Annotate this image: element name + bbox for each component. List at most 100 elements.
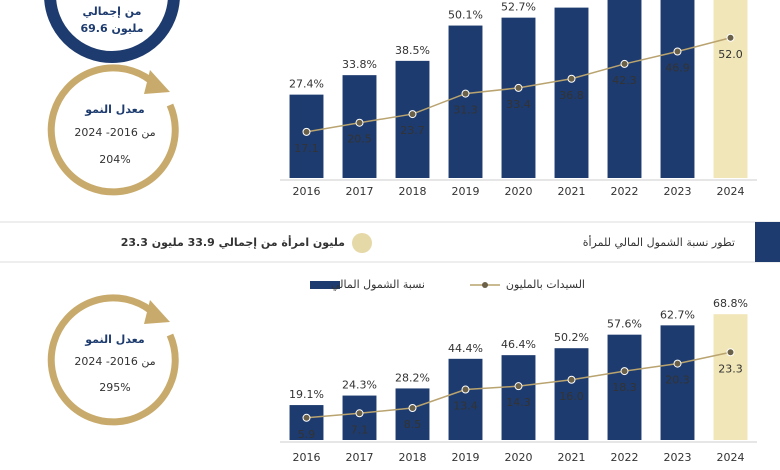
x-tick-label: 2017	[346, 451, 374, 464]
x-tick-label: 2018	[399, 185, 427, 198]
point	[673, 47, 682, 56]
point-label: 33.4	[506, 98, 531, 111]
bar	[660, 325, 695, 440]
bar-label: 27.4%	[289, 78, 324, 91]
x-tick-label: 2023	[664, 185, 692, 198]
point	[302, 127, 311, 136]
bar	[607, 0, 642, 178]
bar	[554, 7, 589, 178]
bar	[342, 395, 377, 440]
growth-value: 295%	[99, 381, 130, 394]
bar-label: 33.8%	[342, 58, 377, 71]
point	[673, 359, 682, 368]
growth-period: من 2016- 2024	[74, 126, 155, 139]
point	[726, 33, 735, 42]
x-tick-label: 2021	[558, 451, 586, 464]
x-tick-label: 2024	[717, 185, 745, 198]
point-label: 20.5	[347, 133, 372, 146]
x-tick-label: 2020	[505, 185, 533, 198]
x-tick-label: 2018	[399, 451, 427, 464]
x-tick-label: 2020	[505, 451, 533, 464]
x-tick-label: 2016	[293, 185, 321, 198]
point	[461, 385, 470, 394]
bar	[501, 17, 536, 179]
growth-ring	[47, 64, 179, 196]
bar	[501, 355, 536, 440]
point	[302, 413, 311, 422]
bar-label: 46.4%	[501, 338, 536, 351]
bar-label: 68.8%	[713, 297, 748, 310]
bar-label: 50.1%	[448, 9, 483, 22]
growth-title: معدل النمو	[84, 333, 144, 346]
header-block	[755, 222, 780, 262]
point-label: 31.3	[453, 104, 478, 117]
x-tick-label: 2023	[664, 451, 692, 464]
point-label: 16.0	[559, 390, 584, 403]
point-label: 46.9	[665, 62, 690, 75]
bar-label: 28.2%	[395, 371, 430, 384]
point-label: 5.9	[298, 428, 316, 441]
bar	[607, 334, 642, 440]
growth-title: معدل النمو	[84, 103, 144, 116]
bar	[713, 314, 748, 440]
bar-label: 50.2%	[554, 331, 589, 344]
point	[567, 375, 576, 384]
x-tick-label: 2022	[611, 451, 639, 464]
point	[620, 59, 629, 68]
x-tick-label: 2016	[293, 451, 321, 464]
total-line1: من إجمالي	[82, 5, 141, 18]
total-line2: 69.6 مليون	[80, 22, 143, 35]
bar-label: 52.7%	[501, 1, 536, 14]
x-tick-label: 2024	[717, 451, 745, 464]
bar-label: 62.7%	[660, 308, 695, 321]
point-label: 7.1	[351, 423, 369, 436]
bar	[713, 0, 748, 178]
bar	[395, 60, 430, 178]
bar	[448, 358, 483, 440]
point-label: 17.1	[294, 142, 319, 155]
bar-label: 57.6%	[607, 318, 642, 331]
legend-label: نسبة الشمول المالي	[331, 278, 425, 291]
section-subtitle: 23.3 مليون امرأة من إجمالي 33.9 مليون	[121, 235, 345, 249]
bar-label: 19.1%	[289, 388, 324, 401]
x-tick-label: 2019	[452, 451, 480, 464]
point	[355, 118, 364, 127]
legend-swatch	[310, 281, 340, 289]
bar	[554, 348, 589, 440]
bar	[660, 0, 695, 179]
woman-icon	[352, 233, 372, 253]
point-label: 42.3	[612, 74, 637, 87]
legend-swatch	[482, 282, 488, 288]
legend-label: السيدات بالمليون	[506, 278, 585, 291]
bar	[289, 94, 324, 178]
section-title: تطور نسبة الشمول المالي للمرأة	[583, 235, 735, 249]
growth-arrow	[144, 300, 170, 324]
point	[514, 382, 523, 391]
point	[726, 348, 735, 357]
x-tick-label: 2017	[346, 185, 374, 198]
x-tick-label: 2022	[611, 185, 639, 198]
total-ring	[44, 0, 180, 63]
point	[408, 404, 417, 412]
point	[620, 367, 629, 376]
growth-arrow	[144, 70, 170, 94]
point-label: 8.5	[404, 418, 422, 431]
x-tick-label: 2021	[558, 185, 586, 198]
point	[355, 409, 364, 418]
point-label: 52.0	[718, 48, 743, 61]
point	[567, 74, 576, 83]
point	[461, 89, 470, 98]
point	[408, 110, 417, 119]
point-label: 20.3	[665, 374, 690, 387]
x-tick-label: 2019	[452, 185, 480, 198]
point	[514, 83, 523, 92]
bar	[395, 388, 430, 440]
point-label: 23.7	[400, 124, 425, 137]
point-label: 14.3	[506, 396, 531, 409]
point-label: 18.3	[612, 381, 637, 394]
point-label: 36.8	[559, 89, 584, 102]
growth-ring	[47, 294, 179, 426]
bar	[289, 405, 324, 440]
point-label: 23.3	[718, 362, 743, 375]
